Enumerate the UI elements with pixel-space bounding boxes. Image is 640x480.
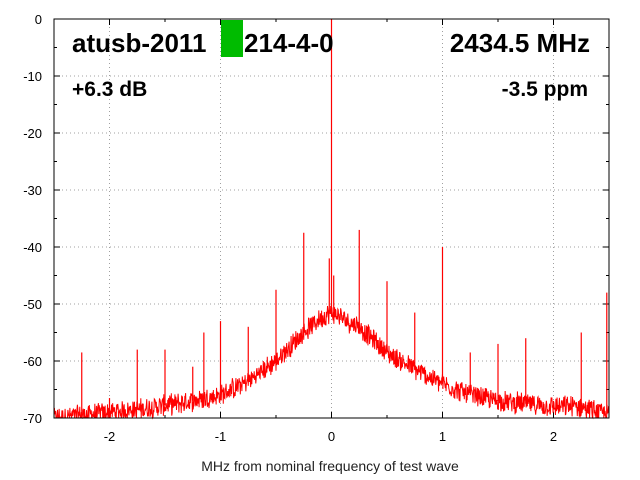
x-axis-title: MHz from nominal frequency of test wave: [201, 458, 459, 474]
y-tick-label: -40: [23, 240, 42, 255]
spur-layer: [81, 19, 608, 416]
y-tick-labels: 0 -10 -20 -30 -40 -50 -60 -70: [23, 12, 42, 426]
noise-floor-trace: [53, 305, 610, 420]
plot-frame: [53, 18, 610, 419]
y-tick-label: -10: [23, 69, 42, 84]
frequency-label: 2434.5 MHz: [450, 28, 590, 58]
device-suffix-label: 214-4-0: [244, 28, 334, 58]
y-tick-label: 0: [35, 12, 42, 27]
x-tick-labels: -2 -1 0 1 2: [104, 429, 557, 444]
x-tick-label: -2: [104, 429, 116, 444]
y-tick-label: -30: [23, 183, 42, 198]
noise-layer: [53, 305, 610, 420]
y-tick-label: -50: [23, 297, 42, 312]
x-tick-label: 2: [550, 429, 557, 444]
y-tick-label: -60: [23, 354, 42, 369]
offset-label: -3.5 ppm: [502, 78, 588, 101]
status-marker: [221, 20, 243, 57]
y-tick-label: -20: [23, 126, 42, 141]
x-tick-label: 1: [439, 429, 446, 444]
x-tick-label: 0: [328, 429, 335, 444]
y-tick-label: -70: [23, 411, 42, 426]
power-label: +6.3 dB: [72, 78, 147, 101]
device-label: atusb-2011: [72, 28, 206, 58]
x-tick-label: -1: [215, 429, 227, 444]
